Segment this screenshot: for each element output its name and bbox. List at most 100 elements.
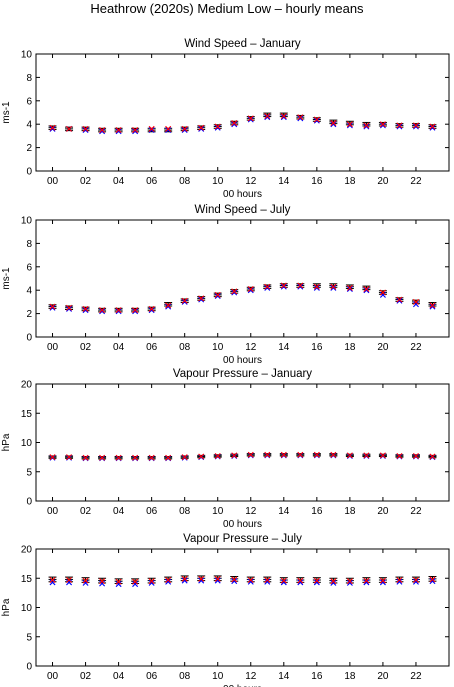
- x-marker-point: [379, 577, 386, 584]
- x-marker-point: [198, 577, 205, 584]
- x-marker-point: [148, 578, 155, 585]
- x-tick-label: 16: [311, 176, 323, 187]
- x-marker-point: [313, 451, 320, 458]
- series-3: [49, 282, 436, 314]
- x-marker-point: [297, 577, 304, 584]
- x-marker-point: [115, 127, 122, 134]
- x-tick-label: 04: [113, 176, 125, 187]
- plot-frame: [35, 383, 450, 502]
- x-tick-label: 08: [179, 671, 191, 682]
- x-marker-point: [82, 305, 89, 312]
- x-marker-point: [99, 127, 106, 134]
- plot-frame: [35, 53, 450, 172]
- x-marker-point: [396, 123, 403, 130]
- x-marker-point: [198, 124, 205, 131]
- x-marker-point: [264, 283, 271, 290]
- x-tick-label: 00: [47, 506, 59, 517]
- x-marker-point: [132, 128, 139, 135]
- x-marker-point: [231, 121, 238, 128]
- x-marker-point: [165, 303, 172, 310]
- x-marker-point: [198, 125, 205, 132]
- x-marker-point: [165, 302, 172, 309]
- x-marker-point: [429, 578, 436, 585]
- x-marker-point: [412, 301, 419, 308]
- y-tick-label: 4: [26, 120, 32, 131]
- x-tick-label: 18: [344, 506, 356, 517]
- x-tick-label: 02: [80, 671, 92, 682]
- x-marker-point: [49, 124, 56, 131]
- x-marker-point: [280, 283, 287, 290]
- series-2: [49, 452, 436, 462]
- x-marker-point: [148, 305, 155, 312]
- x-axis-label: 00 hours: [223, 519, 262, 530]
- x-tick-label: 08: [179, 176, 191, 187]
- x-marker-point: [181, 298, 188, 305]
- x-marker-point: [99, 454, 106, 461]
- x-tick-label: 14: [278, 176, 290, 187]
- x-tick-label: 06: [146, 342, 158, 353]
- x-marker-point: [214, 123, 221, 130]
- y-tick-label: 2: [26, 143, 32, 154]
- x-marker-point: [247, 286, 254, 293]
- x-marker-point: [148, 579, 155, 586]
- x-marker-point: [396, 122, 403, 129]
- x-marker-point: [198, 295, 205, 302]
- x-marker-point: [66, 304, 73, 311]
- x-marker-point: [280, 114, 287, 121]
- x-marker-point: [214, 452, 221, 459]
- chart-title: Wind Speed – July: [195, 204, 291, 216]
- series-2: [49, 283, 436, 315]
- y-tick-label: 8: [26, 239, 32, 250]
- x-marker-point: [115, 128, 122, 135]
- x-tick-label: 04: [113, 506, 125, 517]
- x-marker-point: [396, 296, 403, 303]
- x-marker-point: [313, 283, 320, 290]
- x-marker-point: [231, 578, 238, 585]
- x-marker-point: [429, 123, 436, 130]
- y-tick-label: 20: [21, 380, 33, 391]
- y-tick-label: 15: [21, 574, 33, 585]
- x-marker-point: [165, 454, 172, 461]
- plot-frame: [35, 548, 450, 667]
- x-marker-point: [379, 121, 386, 128]
- x-marker-point: [363, 577, 370, 584]
- x-tick-label: 08: [179, 506, 191, 517]
- x-marker-point: [231, 576, 238, 583]
- x-tick-label: 18: [344, 671, 356, 682]
- series-3: [49, 575, 436, 585]
- x-marker-point: [346, 122, 353, 129]
- figure-title: Heathrow (2020s) Medium Low – hourly mea…: [90, 1, 364, 16]
- x-marker-point: [49, 579, 56, 586]
- y-axis-label: hPa: [1, 433, 12, 451]
- x-marker-point: [247, 451, 254, 458]
- x-marker-point: [412, 578, 419, 585]
- x-marker-point: [165, 127, 172, 134]
- x-marker-point: [148, 127, 155, 134]
- plot-frame: [35, 219, 450, 338]
- x-marker-point: [379, 289, 386, 296]
- x-marker-point: [66, 305, 73, 312]
- x-marker-point: [429, 453, 436, 460]
- x-tick-label: 12: [245, 671, 257, 682]
- x-marker-point: [264, 284, 271, 291]
- y-tick-label: 10: [21, 216, 33, 227]
- x-marker-point: [264, 114, 271, 121]
- x-marker-point: [66, 579, 73, 586]
- x-marker-point: [49, 304, 56, 311]
- x-tick-label: 02: [80, 506, 92, 517]
- x-marker-point: [165, 578, 172, 585]
- y-tick-label: 10: [21, 603, 33, 614]
- x-tick-label: 22: [410, 176, 422, 187]
- x-marker-point: [396, 297, 403, 304]
- x-marker-point: [346, 286, 353, 293]
- x-marker-point: [181, 297, 188, 304]
- y-tick-label: 0: [26, 497, 32, 508]
- x-marker-point: [330, 578, 337, 585]
- x-marker-point: [264, 451, 271, 458]
- x-marker-point: [214, 575, 221, 582]
- x-tick-label: 06: [146, 176, 158, 187]
- y-tick-label: 10: [21, 50, 33, 61]
- x-marker-point: [82, 579, 89, 586]
- x-marker-point: [66, 454, 73, 461]
